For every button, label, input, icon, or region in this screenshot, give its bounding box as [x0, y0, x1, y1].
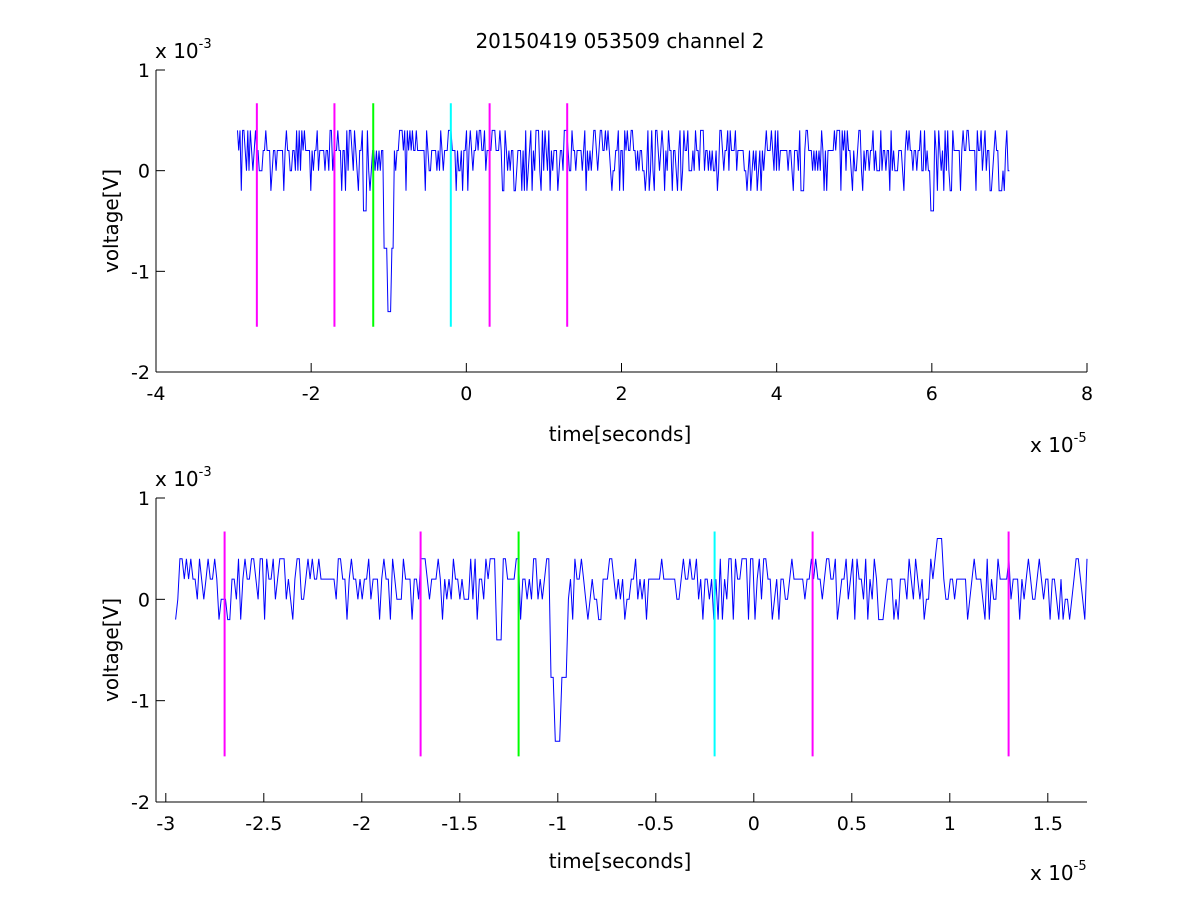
y-tick-label: -2 — [131, 792, 150, 814]
x-tick-label: -0.5 — [637, 813, 674, 835]
subplot-top: x 10-3 x 10-5 time[seconds] voltage[V] -… — [99, 37, 1093, 457]
x-tick-label: 2 — [615, 383, 627, 405]
subplot-bottom: x 10-3 x 10-5 time[seconds] voltage[V] -… — [99, 465, 1088, 885]
top-y-multiplier: x 10-3 — [155, 37, 212, 63]
y-tick-label: -1 — [131, 691, 150, 713]
y-tick-label: 1 — [138, 60, 150, 82]
x-tick-label: -1.5 — [441, 813, 478, 835]
bottom-y-multiplier: x 10-3 — [155, 465, 212, 491]
x-tick-label: -3 — [156, 813, 175, 835]
x-tick-label: -2.5 — [245, 813, 282, 835]
y-tick-label: 0 — [138, 161, 150, 183]
x-tick-label: 6 — [926, 383, 938, 405]
top-x-axis-label: time[seconds] — [549, 422, 692, 446]
x-tick-label: -4 — [147, 383, 166, 405]
figure-title: 20150419 053509 channel 2 — [475, 29, 764, 53]
bottom-x-multiplier: x 10-5 — [1030, 859, 1087, 885]
bottom-y-axis-label: voltage[V] — [99, 598, 123, 702]
x-tick-label: 1.5 — [1033, 813, 1063, 835]
top-y-axis-label: voltage[V] — [99, 169, 123, 273]
x-tick-label: -2 — [302, 383, 321, 405]
y-tick-label: 0 — [138, 589, 150, 611]
y-tick-label: 1 — [138, 488, 150, 510]
x-tick-label: -2 — [352, 813, 371, 835]
x-tick-label: 8 — [1081, 383, 1093, 405]
bottom-x-axis-label: time[seconds] — [549, 849, 692, 873]
top-x-multiplier: x 10-5 — [1030, 431, 1087, 457]
axes-1 — [155, 498, 1087, 803]
x-tick-label: -1 — [548, 813, 567, 835]
x-tick-label: 1 — [944, 813, 956, 835]
x-tick-label: 0 — [460, 383, 472, 405]
axes-0 — [155, 70, 1087, 373]
x-tick-label: 0 — [748, 813, 760, 835]
x-tick-label: 0.5 — [837, 813, 867, 835]
x-tick-label: 4 — [771, 383, 783, 405]
y-tick-label: -2 — [131, 362, 150, 384]
signal-line — [175, 538, 1088, 742]
signal-line — [237, 129, 1010, 313]
y-tick-label: -1 — [131, 261, 150, 283]
